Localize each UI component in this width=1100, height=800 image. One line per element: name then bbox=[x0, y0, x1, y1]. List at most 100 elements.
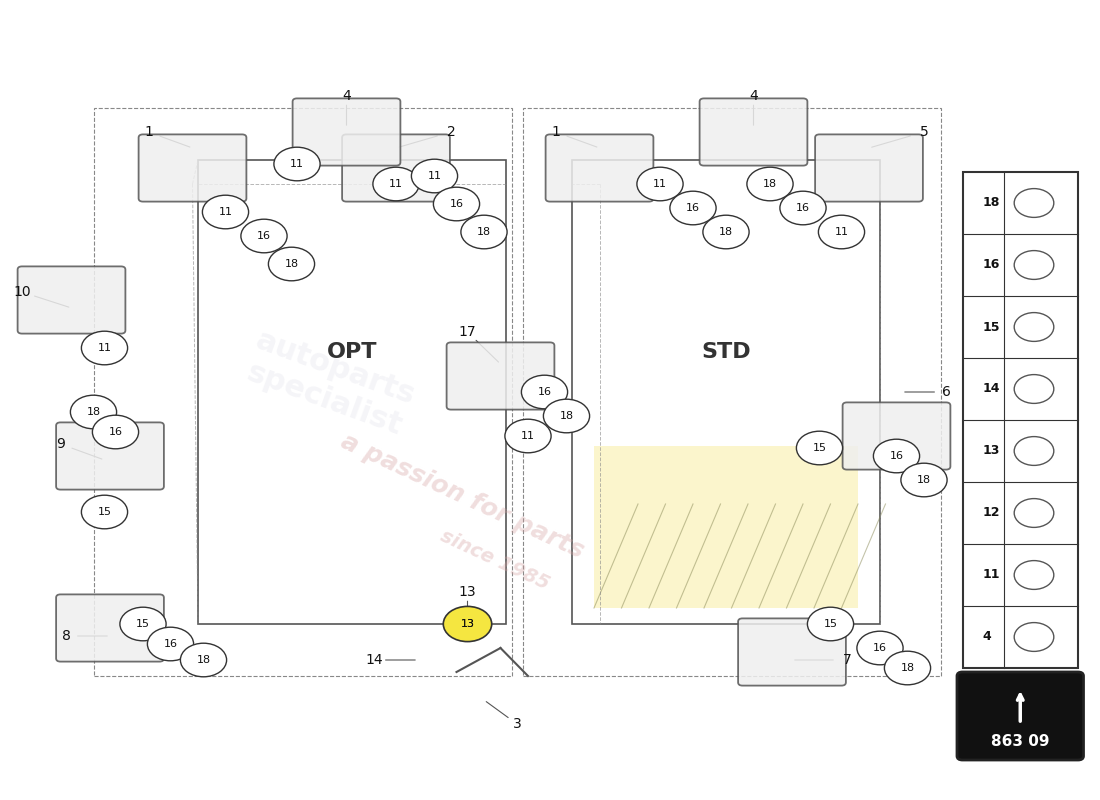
FancyBboxPatch shape bbox=[139, 134, 246, 202]
Text: 16: 16 bbox=[686, 203, 700, 213]
FancyBboxPatch shape bbox=[700, 98, 807, 166]
Text: a passion for parts: a passion for parts bbox=[337, 429, 587, 563]
Text: 18: 18 bbox=[560, 411, 573, 421]
Text: STD: STD bbox=[701, 342, 751, 362]
Text: 8: 8 bbox=[62, 629, 70, 643]
FancyBboxPatch shape bbox=[56, 422, 164, 490]
Text: 11: 11 bbox=[98, 343, 111, 353]
Text: 18: 18 bbox=[901, 663, 914, 673]
Circle shape bbox=[873, 439, 920, 473]
Circle shape bbox=[443, 606, 492, 642]
Text: 7: 7 bbox=[843, 653, 851, 667]
Text: 6: 6 bbox=[942, 385, 950, 399]
Text: 1: 1 bbox=[144, 125, 153, 139]
Circle shape bbox=[703, 215, 749, 249]
Text: 1: 1 bbox=[551, 125, 560, 139]
Text: 16: 16 bbox=[796, 203, 810, 213]
Text: 11: 11 bbox=[219, 207, 232, 217]
Circle shape bbox=[884, 651, 931, 685]
Circle shape bbox=[747, 167, 793, 201]
FancyBboxPatch shape bbox=[546, 134, 653, 202]
Text: 15: 15 bbox=[813, 443, 826, 453]
Text: 863 09: 863 09 bbox=[991, 734, 1049, 749]
Circle shape bbox=[274, 147, 320, 181]
FancyBboxPatch shape bbox=[738, 618, 846, 686]
Text: 13: 13 bbox=[461, 619, 474, 629]
Text: 11: 11 bbox=[521, 431, 535, 441]
Circle shape bbox=[505, 419, 551, 453]
Circle shape bbox=[857, 631, 903, 665]
Text: 18: 18 bbox=[719, 227, 733, 237]
Text: 2: 2 bbox=[447, 125, 455, 139]
Circle shape bbox=[796, 431, 843, 465]
Text: autoparts
specialist: autoparts specialist bbox=[241, 326, 419, 442]
Text: 11: 11 bbox=[290, 159, 304, 169]
Circle shape bbox=[81, 331, 128, 365]
FancyBboxPatch shape bbox=[962, 172, 1078, 668]
FancyBboxPatch shape bbox=[293, 98, 400, 166]
Circle shape bbox=[81, 495, 128, 529]
Text: 5: 5 bbox=[920, 125, 928, 139]
Circle shape bbox=[202, 195, 249, 229]
Circle shape bbox=[818, 215, 865, 249]
Circle shape bbox=[637, 167, 683, 201]
Text: 16: 16 bbox=[257, 231, 271, 241]
Text: 13: 13 bbox=[461, 619, 474, 629]
FancyBboxPatch shape bbox=[594, 446, 858, 608]
Text: 14: 14 bbox=[982, 382, 1000, 395]
Text: 16: 16 bbox=[538, 387, 551, 397]
Text: 16: 16 bbox=[164, 639, 177, 649]
Circle shape bbox=[411, 159, 458, 193]
Text: 4: 4 bbox=[982, 630, 991, 643]
Text: 11: 11 bbox=[428, 171, 441, 181]
Text: 18: 18 bbox=[982, 197, 1000, 210]
Text: 18: 18 bbox=[87, 407, 100, 417]
Circle shape bbox=[543, 399, 590, 433]
Circle shape bbox=[901, 463, 947, 497]
Text: 15: 15 bbox=[982, 321, 1000, 334]
Text: since 1985: since 1985 bbox=[438, 526, 552, 594]
FancyBboxPatch shape bbox=[56, 594, 164, 662]
Circle shape bbox=[780, 191, 826, 225]
Circle shape bbox=[521, 375, 568, 409]
Text: 11: 11 bbox=[653, 179, 667, 189]
Circle shape bbox=[180, 643, 227, 677]
Circle shape bbox=[147, 627, 194, 661]
Text: 15: 15 bbox=[98, 507, 111, 517]
FancyBboxPatch shape bbox=[957, 672, 1084, 760]
FancyBboxPatch shape bbox=[342, 134, 450, 202]
Circle shape bbox=[120, 607, 166, 641]
Circle shape bbox=[241, 219, 287, 253]
Text: 14: 14 bbox=[365, 653, 383, 667]
Circle shape bbox=[373, 167, 419, 201]
Text: 18: 18 bbox=[917, 475, 931, 485]
Text: 13: 13 bbox=[459, 585, 476, 599]
Text: 11: 11 bbox=[982, 569, 1000, 582]
Text: 12: 12 bbox=[982, 506, 1000, 519]
Text: 18: 18 bbox=[285, 259, 298, 269]
Text: 18: 18 bbox=[197, 655, 210, 665]
Text: 16: 16 bbox=[890, 451, 903, 461]
Circle shape bbox=[268, 247, 315, 281]
Text: 9: 9 bbox=[56, 437, 65, 451]
Circle shape bbox=[92, 415, 139, 449]
Circle shape bbox=[70, 395, 117, 429]
Text: 11: 11 bbox=[389, 179, 403, 189]
Text: 10: 10 bbox=[13, 285, 31, 299]
Text: 18: 18 bbox=[763, 179, 777, 189]
Text: 16: 16 bbox=[450, 199, 463, 209]
Text: 17: 17 bbox=[459, 325, 476, 339]
Circle shape bbox=[670, 191, 716, 225]
Text: 16: 16 bbox=[109, 427, 122, 437]
FancyBboxPatch shape bbox=[18, 266, 125, 334]
Circle shape bbox=[433, 187, 480, 221]
Circle shape bbox=[461, 215, 507, 249]
Circle shape bbox=[444, 607, 491, 641]
Text: 18: 18 bbox=[477, 227, 491, 237]
Text: 16: 16 bbox=[873, 643, 887, 653]
Text: 16: 16 bbox=[982, 258, 1000, 271]
FancyBboxPatch shape bbox=[447, 342, 554, 410]
Text: 15: 15 bbox=[824, 619, 837, 629]
Text: 4: 4 bbox=[342, 89, 351, 103]
Text: 4: 4 bbox=[749, 89, 758, 103]
